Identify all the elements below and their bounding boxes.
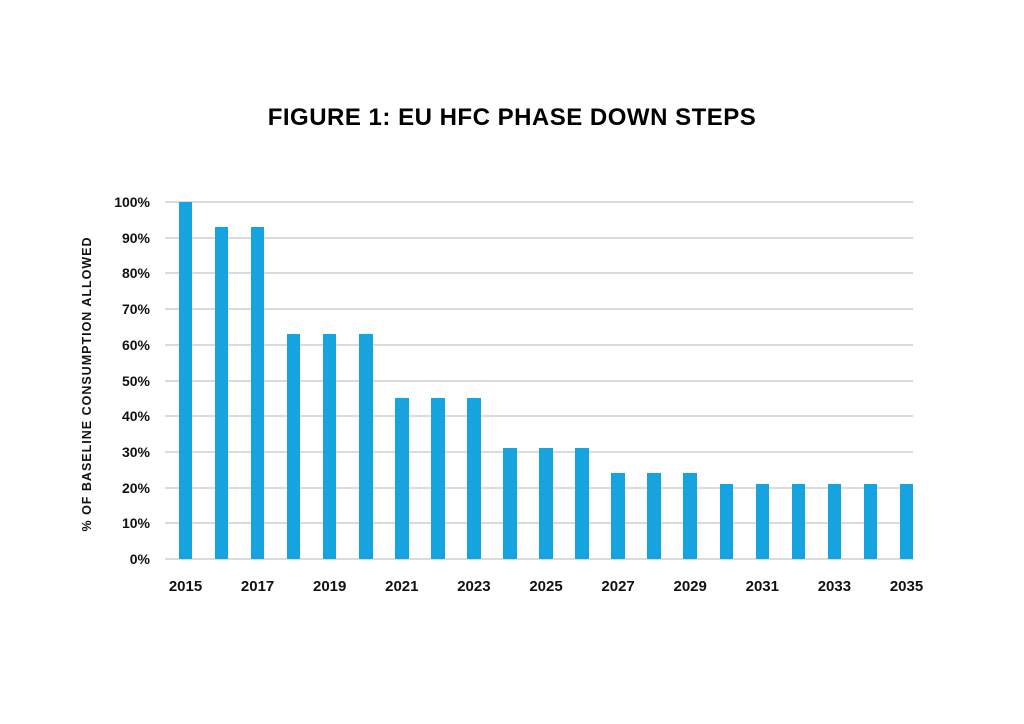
bar-2025 bbox=[539, 448, 553, 559]
bar-2016 bbox=[214, 226, 229, 559]
bar-2022 bbox=[431, 398, 445, 559]
bar-2024 bbox=[503, 448, 517, 559]
bar-2035 bbox=[899, 484, 914, 559]
gridline-40 bbox=[165, 415, 913, 418]
y-tick-label-40: 40% bbox=[121, 408, 150, 425]
y-tick-label-70: 70% bbox=[121, 301, 150, 318]
bar-2023 bbox=[467, 398, 481, 559]
gridline-20 bbox=[165, 486, 913, 489]
x-tick-label-2017: 2017 bbox=[240, 578, 275, 595]
x-tick-label-2035: 2035 bbox=[889, 578, 924, 595]
x-tick-label-2025: 2025 bbox=[529, 578, 563, 595]
x-tick-label-2031: 2031 bbox=[745, 578, 779, 595]
x-tick-label-2027: 2027 bbox=[601, 578, 635, 595]
y-tick-label-50: 50% bbox=[121, 372, 150, 389]
bar-2031 bbox=[755, 484, 770, 559]
y-tick-label-10: 10% bbox=[121, 515, 150, 532]
bar-2017 bbox=[250, 226, 265, 559]
x-tick-label-2029: 2029 bbox=[673, 578, 707, 595]
gridline-70 bbox=[165, 308, 913, 311]
bar-2033 bbox=[827, 484, 842, 559]
gridline-10 bbox=[165, 522, 913, 525]
gridline-0 bbox=[165, 558, 913, 560]
x-tick-label-2021: 2021 bbox=[385, 578, 419, 595]
gridline-50 bbox=[165, 379, 913, 382]
bar-2034 bbox=[863, 484, 878, 559]
bar-2032 bbox=[791, 484, 806, 559]
bar-2026 bbox=[575, 448, 589, 559]
bar-2019 bbox=[322, 334, 337, 559]
bar-2021 bbox=[395, 398, 409, 559]
bar-2029 bbox=[683, 473, 697, 559]
y-tick-label-90: 90% bbox=[121, 229, 150, 246]
gridline-60 bbox=[165, 343, 913, 346]
y-tick-label-100: 100% bbox=[114, 194, 150, 210]
bar-2020 bbox=[359, 334, 373, 559]
y-tick-label-60: 60% bbox=[121, 336, 150, 353]
x-tick-label-2015: 2015 bbox=[168, 578, 203, 595]
bar-2030 bbox=[719, 484, 733, 559]
gridline-80 bbox=[165, 272, 913, 275]
y-tick-label-30: 30% bbox=[121, 443, 150, 460]
y-tick-label-80: 80% bbox=[121, 265, 150, 282]
y-tick-label-0: 0% bbox=[129, 551, 150, 567]
chart-title: FIGURE 1: EU HFC PHASE DOWN STEPS bbox=[267, 104, 757, 131]
y-tick-label-20: 20% bbox=[121, 479, 150, 496]
x-tick-label-2019: 2019 bbox=[313, 578, 347, 595]
bar-2015 bbox=[178, 202, 193, 559]
x-tick-label-2033: 2033 bbox=[817, 578, 852, 595]
x-tick-label-2023: 2023 bbox=[457, 578, 491, 595]
gridline-100 bbox=[165, 201, 913, 203]
bar-2027 bbox=[611, 473, 625, 559]
bar-2018 bbox=[286, 334, 301, 559]
gridline-30 bbox=[165, 450, 913, 453]
gridline-90 bbox=[165, 236, 913, 239]
bar-2028 bbox=[647, 473, 661, 559]
